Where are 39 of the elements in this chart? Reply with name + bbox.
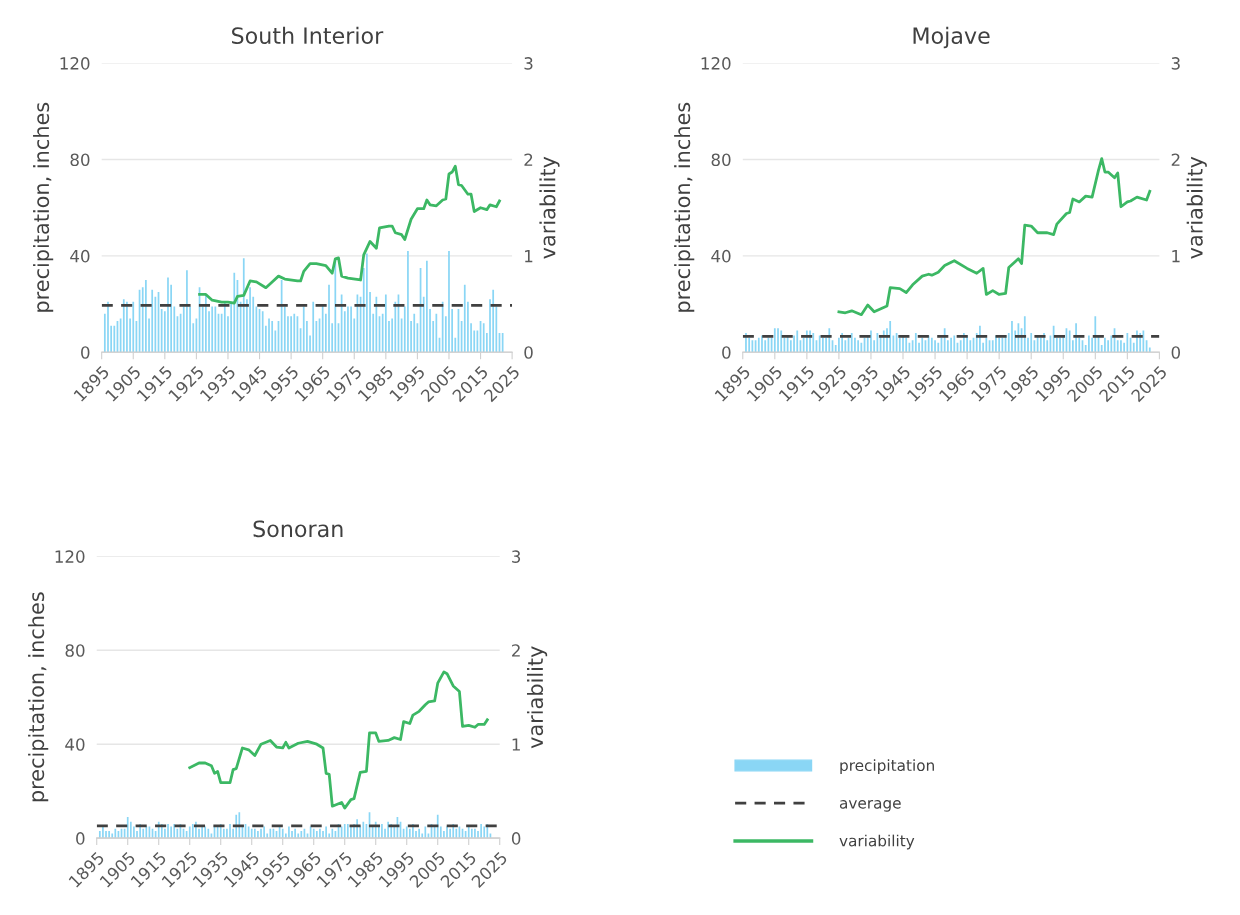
y-tick-label: 0 <box>76 832 85 845</box>
line-series <box>198 164 501 305</box>
chart-title: South Interior <box>232 26 384 45</box>
chart-title: Sonoran <box>253 520 343 538</box>
y2-axis-title: variability <box>526 646 548 749</box>
y-tick-label: 80 <box>711 153 731 167</box>
y-tick-label: 120 <box>701 57 731 70</box>
y-axis-title: precipitation, inches <box>674 102 695 312</box>
y-tick-label: 0 <box>722 346 731 359</box>
y-axis-title: precipitation, inches <box>33 102 54 312</box>
y2-tick-label: 3 <box>512 550 521 563</box>
y-tick-label: 0 <box>81 346 90 359</box>
legend-label: variability <box>839 834 915 850</box>
chart-title: Mojave <box>913 26 990 49</box>
y2-tick-label: 2 <box>1171 153 1180 166</box>
y-tick-label: 80 <box>70 153 90 167</box>
y-tick-label: 120 <box>60 57 90 70</box>
y2-tick-label: 2 <box>524 153 533 166</box>
line-series <box>837 157 1152 317</box>
y2-axis-title: variability <box>539 156 560 259</box>
y2-tick-label: 1 <box>1172 250 1180 263</box>
y2-tick-label: 3 <box>1171 57 1180 70</box>
y2-tick-label: 0 <box>524 346 533 359</box>
y2-tick-label: 1 <box>525 250 533 263</box>
y-axis-title: precipitation, inches <box>28 592 49 802</box>
y-tick-label: 40 <box>65 738 85 751</box>
legend-label: average <box>839 799 901 812</box>
y2-axis-title: variability <box>1186 156 1207 259</box>
line-series <box>188 670 489 810</box>
y-tick-label: 40 <box>711 249 731 263</box>
y2-tick-label: 0 <box>1171 346 1181 359</box>
y2-tick-label: 0 <box>511 832 521 845</box>
y2-tick-label: 2 <box>512 644 520 657</box>
legend-label: precipitation <box>840 759 934 775</box>
y-tick-label: 120 <box>55 550 85 563</box>
y2-tick-label: 1 <box>512 738 520 751</box>
y-tick-label: 40 <box>70 249 90 263</box>
y2-tick-label: 3 <box>524 57 533 70</box>
y-tick-label: 80 <box>65 644 85 657</box>
